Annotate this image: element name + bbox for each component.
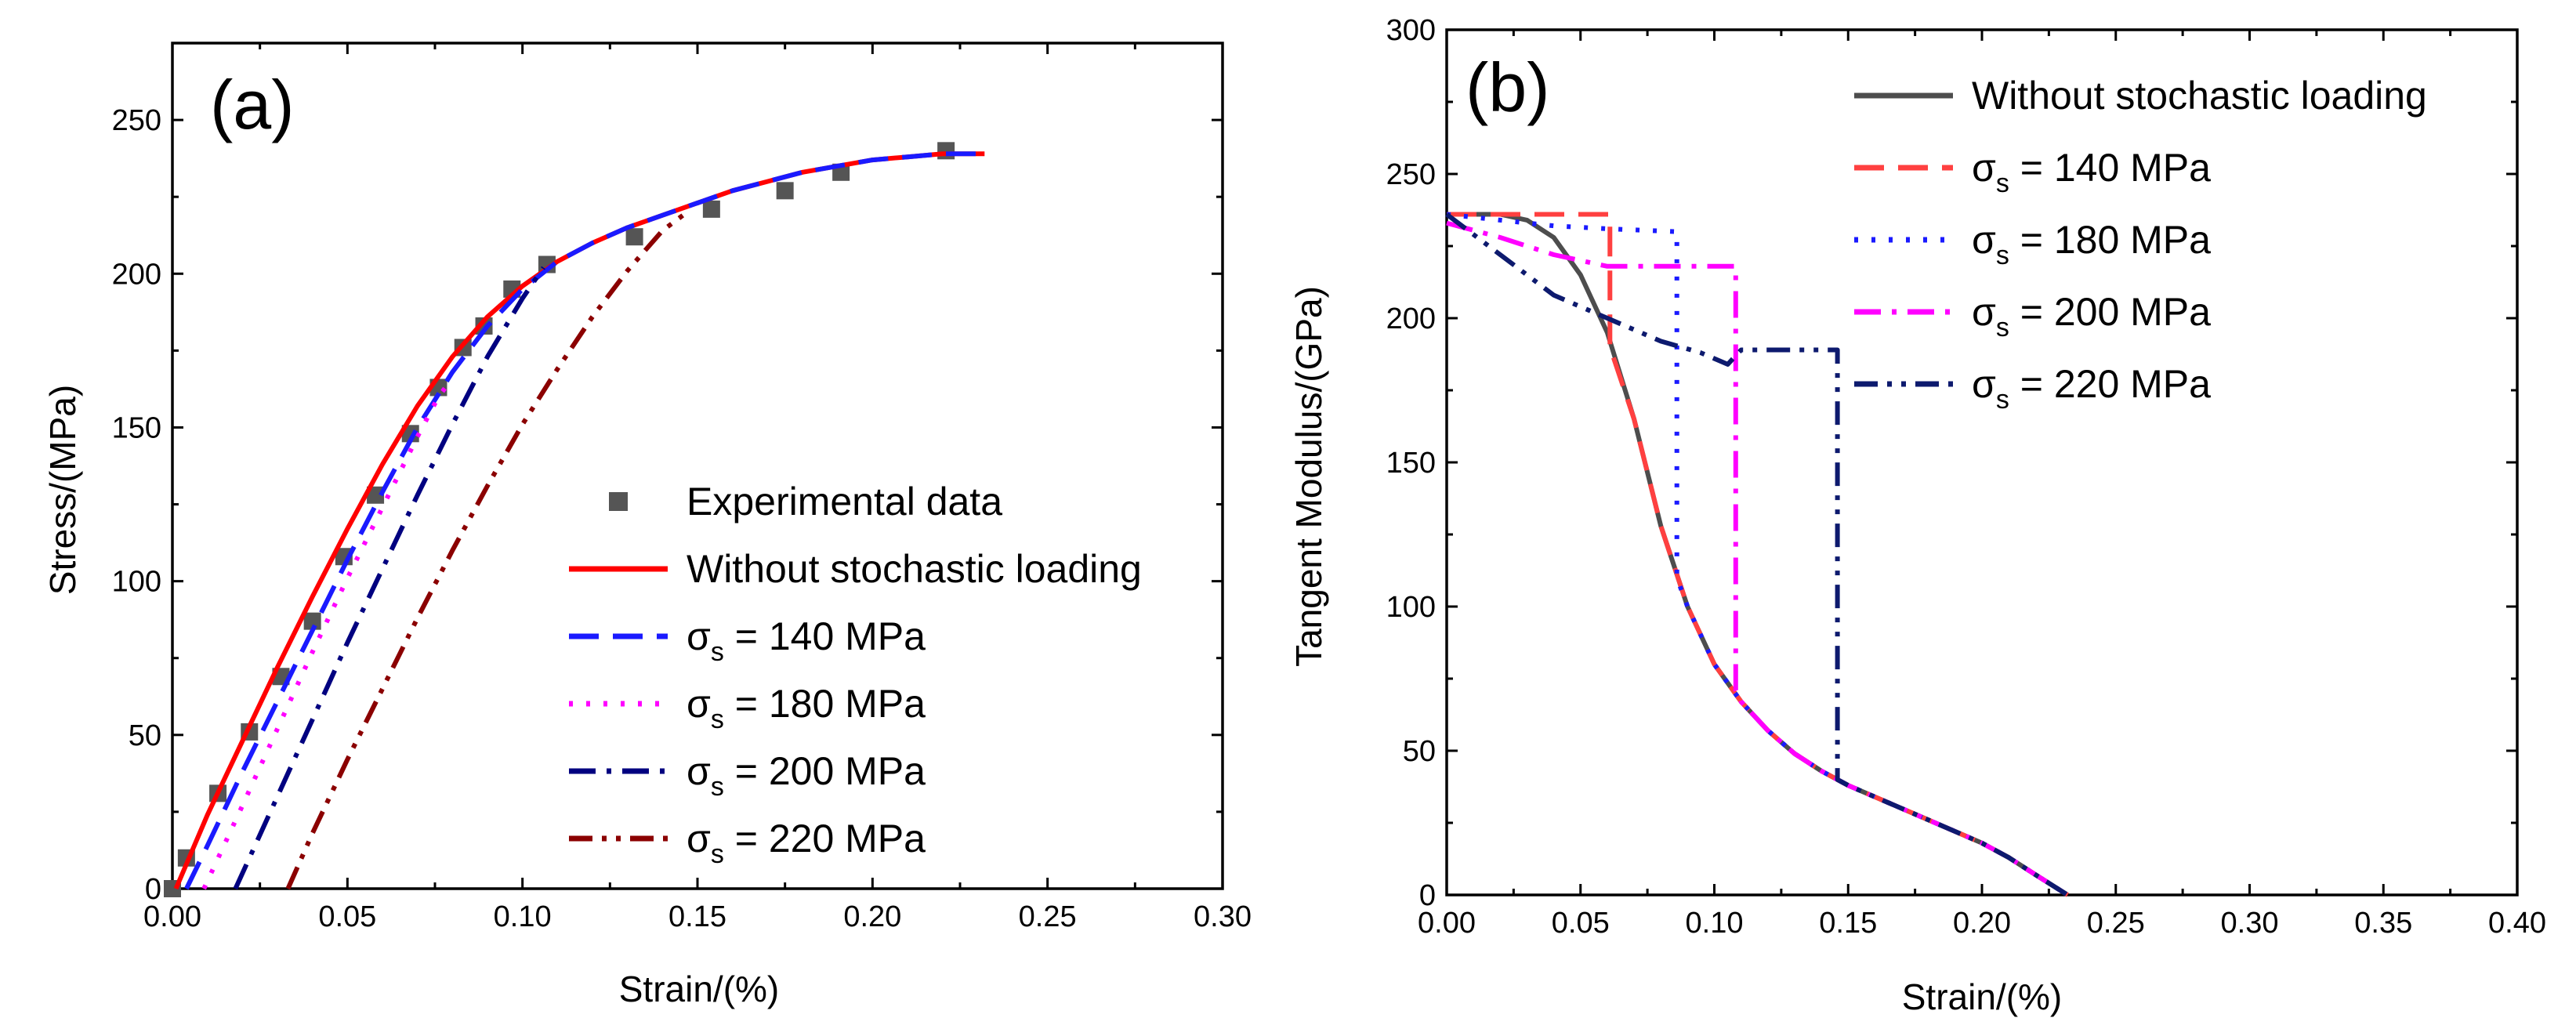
x-tick-label: 0.30 (1194, 900, 1252, 933)
legend-marker (609, 492, 628, 511)
data-point-marker (776, 182, 794, 200)
panel-label-a: (a) (210, 66, 295, 143)
series-line-4 (1445, 212, 2069, 897)
x-tick-label: 0.40 (2488, 907, 2546, 940)
y-axis-title-b: Tangent Modulus/(GPa) (1288, 286, 1329, 667)
y-tick-label: 200 (112, 258, 161, 291)
series-layer-a (164, 142, 985, 897)
panel-label-b: (b) (1466, 49, 1550, 126)
legend-label: σs = 180 MPa (687, 682, 926, 734)
data-point-marker (367, 486, 385, 504)
legend-label: Without stochastic loading (687, 547, 1142, 591)
legend-label: σs = 220 MPa (1972, 362, 2211, 415)
y-tick-label: 50 (1403, 735, 1436, 768)
legend-a: Experimental data Without stochastic load… (569, 480, 1142, 869)
x-tick-label: 0.15 (668, 900, 726, 933)
x-tick-label: 0.30 (2221, 907, 2279, 940)
y-tick-label: 150 (112, 411, 161, 444)
x-tick-label: 0.10 (494, 900, 552, 933)
y-tick-label: 100 (112, 566, 161, 599)
chart-panel-b: 0.00 0.05 0.10 0.15 0.20 0.25 0.30 0.35 0.40 0 50 1… (1288, 14, 2546, 1017)
data-point-marker (702, 200, 720, 218)
legend-label: σs = 200 MPa (687, 749, 926, 802)
chart-panel-a: 0.00 0.05 0.10 0.15 0.20 0.25 0.30 0 50 100 150 200… (42, 42, 1252, 1009)
legend-label: σs = 140 MPa (687, 614, 926, 667)
x-axis-title-b: Strain/(%) (1902, 976, 2062, 1017)
x-tick-label: 0.35 (2354, 907, 2412, 940)
series-line-3 (201, 376, 455, 890)
y-axis-title-a: Stress/(MPa) (42, 385, 83, 595)
legend-label: σs = 220 MPa (687, 817, 926, 869)
axes-a: 0.00 0.05 0.10 0.15 0.20 0.25 0.30 0 50 100 150 200… (112, 42, 1252, 933)
series-line-5 (285, 210, 689, 890)
data-point-marker (937, 142, 955, 160)
legend-label: σs = 200 MPa (1972, 290, 2211, 342)
legend-label: σs = 140 MPa (1972, 146, 2211, 198)
x-tick-label: 0.20 (1953, 907, 2011, 940)
y-tick-label: 250 (112, 104, 161, 137)
x-tick-label: 0.15 (1819, 907, 1877, 940)
x-tick-label: 0.25 (2087, 907, 2145, 940)
x-tick-label: 0.10 (1686, 907, 1744, 940)
y-tick-label: 150 (1386, 447, 1436, 480)
series-layer-b (1445, 212, 2069, 897)
data-point-marker (625, 228, 643, 246)
y-tick-label: 250 (1386, 158, 1436, 191)
x-tick-label: 0.00 (1418, 907, 1476, 940)
series-line-4 (233, 266, 545, 890)
y-tick-label: 0 (145, 873, 161, 906)
data-point-marker (475, 317, 493, 335)
series-line-2 (184, 151, 985, 890)
x-axis-title-a: Strain/(%) (619, 969, 779, 1009)
y-tick-label: 0 (1419, 879, 1436, 912)
x-tick-label: 0.05 (1552, 907, 1610, 940)
x-tick-label: 0.05 (318, 900, 376, 933)
x-tick-label: 0.25 (1019, 900, 1077, 933)
legend-label: Without stochastic loading (1972, 74, 2427, 118)
legend-label: σs = 180 MPa (1972, 218, 2211, 270)
legend-label: Experimental data (687, 480, 1002, 523)
y-tick-label: 100 (1386, 591, 1436, 624)
x-tick-label: 0.00 (143, 900, 201, 933)
y-tick-label: 200 (1386, 302, 1436, 335)
x-tick-label: 0.20 (843, 900, 901, 933)
series-line-3 (1446, 220, 2069, 897)
y-tick-label: 50 (129, 719, 161, 752)
data-point-marker (303, 612, 321, 630)
axes-b: 0.00 0.05 0.10 0.15 0.20 0.25 0.30 0.35 0.40 0 50 1… (1386, 14, 2546, 940)
y-tick-label: 300 (1386, 14, 1436, 47)
legend-b: Without stochastic loading σs = 140 MPa σs… (1854, 74, 2427, 415)
